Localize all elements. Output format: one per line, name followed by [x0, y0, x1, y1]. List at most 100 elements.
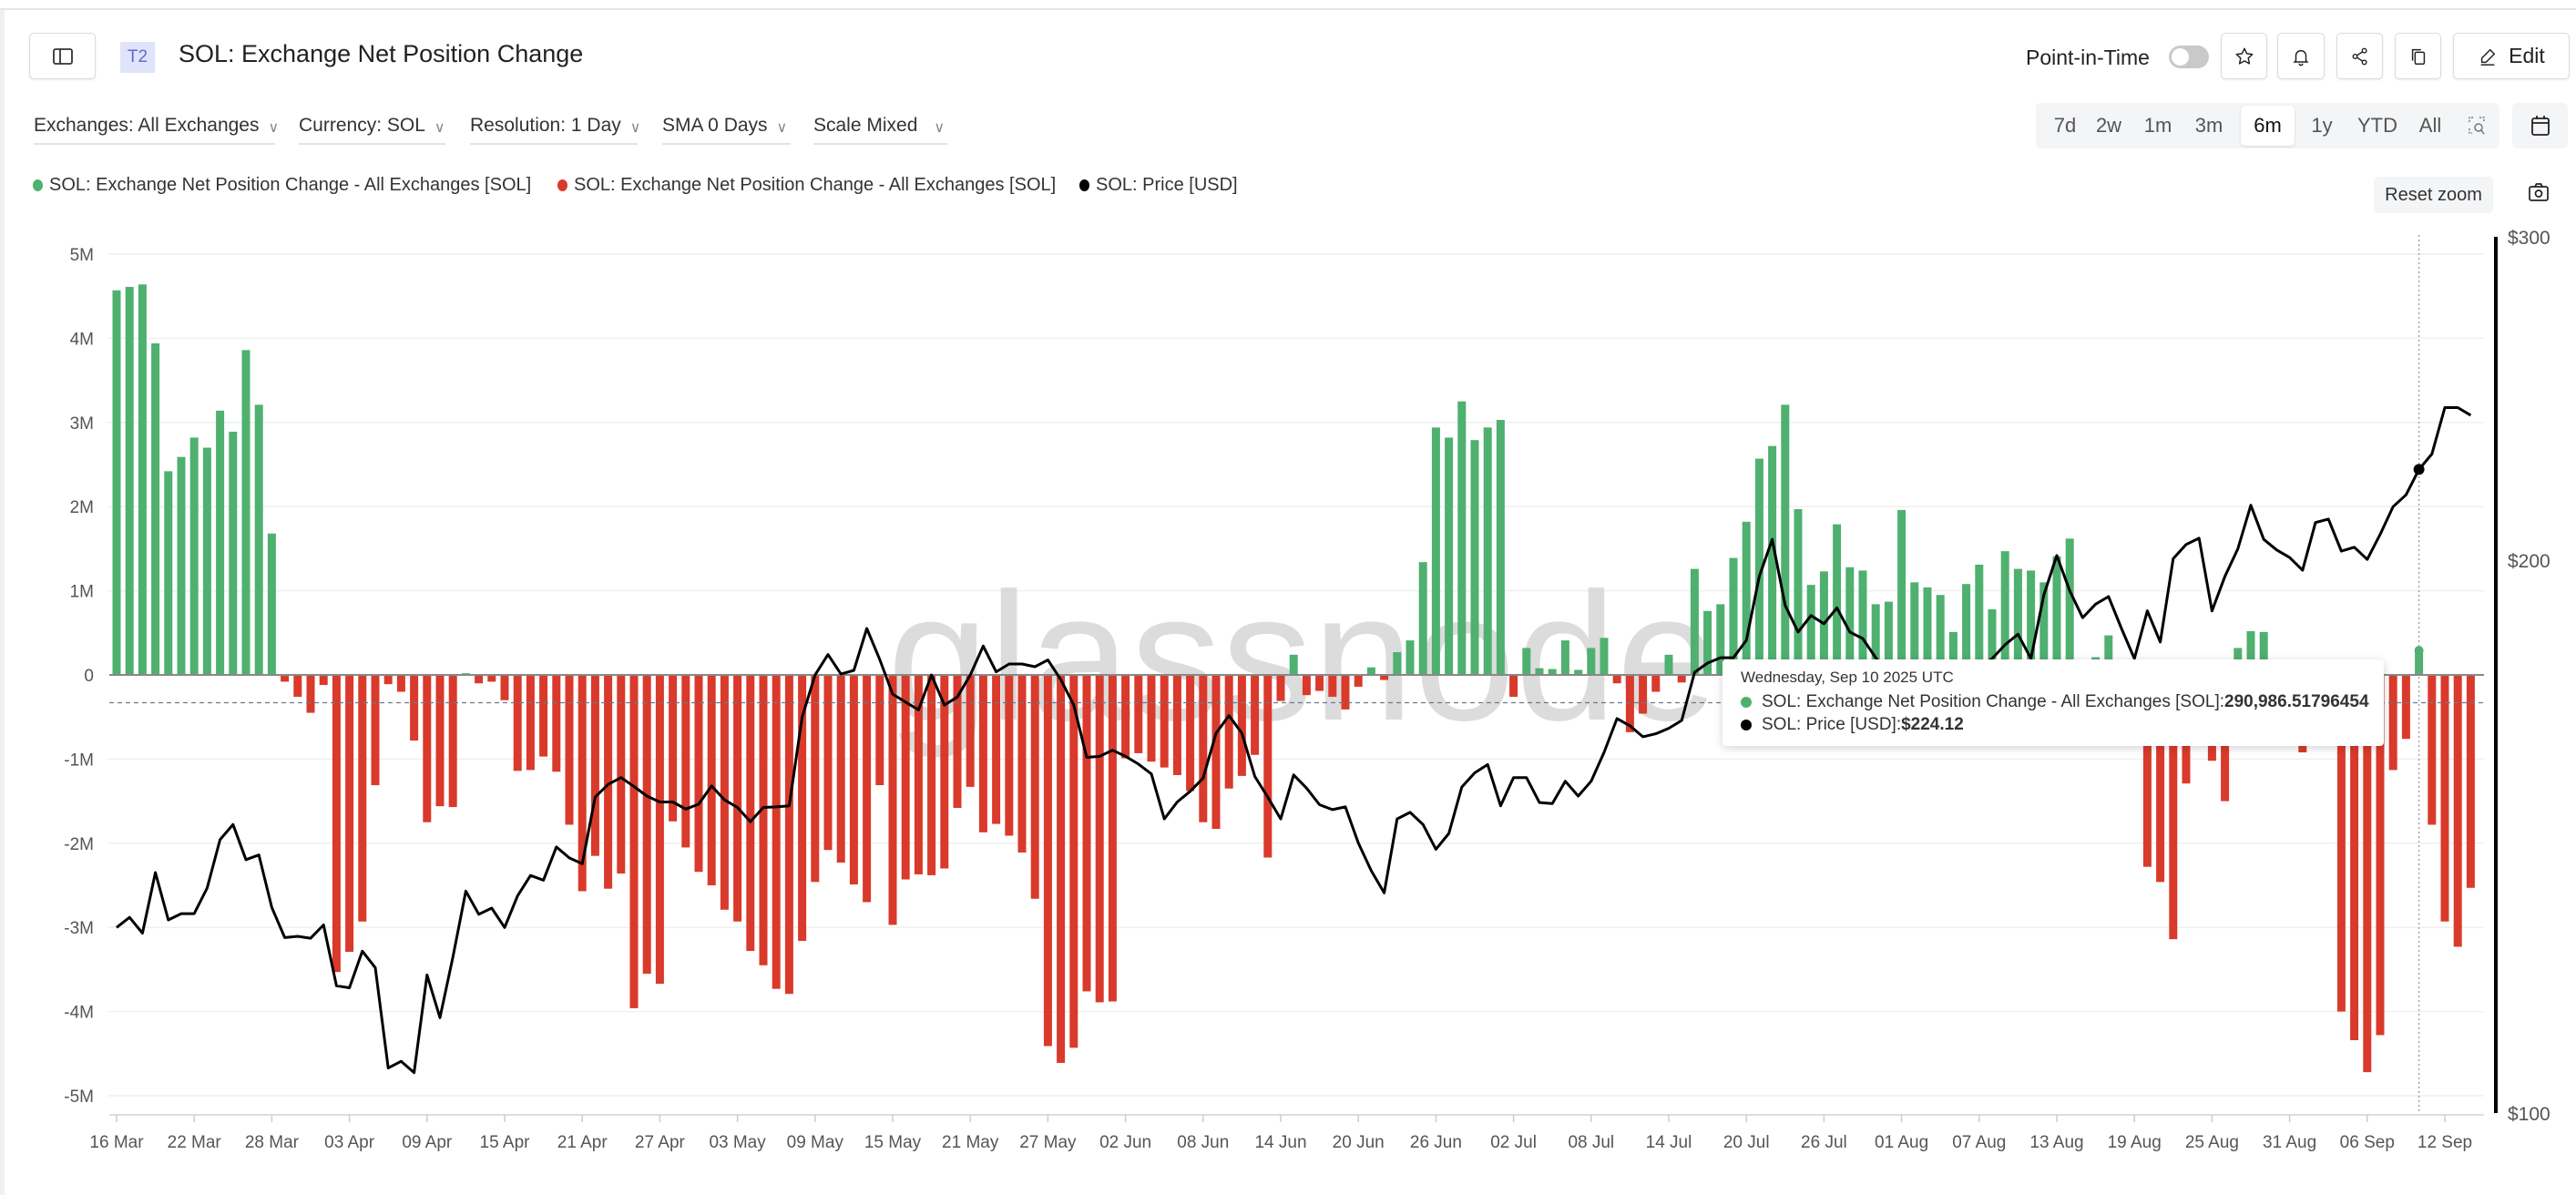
bar-2025-07-07	[1574, 669, 1583, 675]
bar-2025-03-26	[241, 350, 250, 675]
bar-2025-06-29	[1470, 440, 1479, 675]
bar-2025-05-28	[1057, 675, 1066, 1063]
range-3m[interactable]: 3m	[2194, 114, 2223, 137]
bar-2025-06-08	[1199, 675, 1208, 822]
bar-2025-06-28	[1457, 401, 1467, 675]
x-axis-tick-label: 16 Mar	[89, 1133, 144, 1152]
share-button[interactable]	[2336, 33, 2383, 79]
bar-2025-09-09	[2401, 675, 2410, 740]
bar-2025-07-12	[1639, 675, 1648, 714]
bar-2025-04-28	[669, 675, 678, 822]
screenshot-button[interactable]	[2528, 182, 2550, 207]
bar-2025-05-15	[888, 675, 897, 925]
bar-2025-03-23	[202, 447, 211, 675]
legend-dot-black	[1079, 179, 1089, 191]
edit-button[interactable]: Edit	[2453, 33, 2570, 79]
x-axis-tick-label: 14 Jun	[1254, 1133, 1306, 1152]
bar-2025-03-24	[216, 410, 225, 675]
currency-dropdown[interactable]: Currency: SOL ∨	[299, 115, 445, 145]
bar-2025-03-25	[229, 431, 238, 675]
bar-2025-07-30	[1871, 604, 1880, 675]
x-axis-tick-label: 20 Jun	[1333, 1133, 1385, 1152]
bar-2025-08-28	[2246, 630, 2255, 675]
left-axis-tick-label: -2M	[64, 835, 94, 854]
x-axis-tick-label: 26 Jun	[1410, 1133, 1462, 1152]
left-axis-tick-label: 2M	[70, 498, 94, 517]
x-axis-tick-label: 31 Aug	[2263, 1133, 2316, 1152]
bar-2025-06-11	[1237, 675, 1246, 776]
left-axis-tick-label: 3M	[70, 414, 94, 434]
x-axis-tick-label: 08 Jul	[1568, 1133, 1614, 1152]
resolution-dropdown[interactable]: Resolution: 1 Day ∨	[470, 115, 641, 145]
chevron-down-icon: ∨	[629, 120, 641, 136]
bar-2025-08-08	[1988, 608, 1997, 675]
x-axis-tick-label: 12 Sep	[2418, 1133, 2472, 1152]
bar-2025-05-11	[836, 675, 845, 863]
legend-item-price[interactable]: SOL: Price [USD]	[1079, 175, 1238, 196]
resolution-dropdown-label: Resolution: 1 Day	[470, 115, 621, 136]
x-axis-tick-label: 25 Aug	[2185, 1133, 2239, 1152]
exchanges-dropdown[interactable]: Exchanges: All Exchanges ∨	[34, 115, 279, 145]
chevron-down-icon: ∨	[434, 120, 445, 136]
bar-2025-03-20	[164, 471, 173, 675]
star-icon	[2235, 47, 2253, 65]
bar-2025-07-21	[1754, 458, 1763, 675]
right-axis-tick-label: $200	[2508, 551, 2550, 572]
favorite-button[interactable]	[2221, 33, 2267, 79]
bar-2025-07-11	[1625, 675, 1634, 732]
range-1y[interactable]: 1y	[2311, 114, 2333, 137]
zoom-select-button[interactable]	[2460, 103, 2493, 148]
bar-2025-06-16	[1302, 675, 1311, 696]
bar-2025-08-06	[1962, 584, 1971, 675]
legend-item-net-positive[interactable]: SOL: Exchange Net Position Change - All …	[33, 175, 531, 196]
x-axis-tick-label: 22 Mar	[168, 1133, 222, 1152]
range-6m[interactable]: 6m	[2241, 106, 2295, 146]
range-1m[interactable]: 1m	[2143, 114, 2172, 137]
bar-2025-04-07	[396, 675, 405, 692]
scale-dropdown-label: Scale Mixed	[813, 115, 918, 136]
bar-2025-05-08	[798, 675, 807, 941]
bar-2025-07-10	[1612, 675, 1621, 684]
copy-button[interactable]	[2395, 33, 2441, 79]
sidebar-toggle-button[interactable]	[29, 33, 96, 79]
date-picker-button[interactable]	[2512, 103, 2568, 148]
legend-item-net-negative[interactable]: SOL: Exchange Net Position Change - All …	[557, 175, 1056, 196]
tooltip-value: 290,986.51796454	[2224, 692, 2369, 711]
sma-dropdown-label: SMA 0 Days	[662, 115, 768, 136]
x-axis-tick-label: 02 Jul	[1490, 1133, 1537, 1152]
x-axis-tick-label: 09 Apr	[402, 1133, 453, 1152]
share-icon	[2352, 47, 2367, 65]
scale-dropdown[interactable]: Scale Mixed ∨	[813, 115, 947, 145]
sma-dropdown[interactable]: SMA 0 Days ∨	[662, 115, 791, 145]
bar-2025-04-22	[590, 675, 599, 856]
bar-2025-04-17	[526, 675, 535, 771]
bar-2025-06-25	[1418, 562, 1427, 675]
bar-2025-08-09	[2000, 551, 2009, 675]
bar-2025-09-11	[2428, 675, 2437, 825]
range-all[interactable]: All	[2418, 114, 2442, 137]
chevron-down-icon: ∨	[268, 120, 280, 136]
bar-2025-05-25	[1017, 675, 1027, 853]
alert-button[interactable]	[2277, 33, 2325, 79]
range-ytd[interactable]: YTD	[2357, 114, 2397, 137]
bar-2025-06-09	[1211, 675, 1221, 830]
tooltip-row-net-position: SOL: Exchange Net Position Change - All …	[1741, 692, 2369, 712]
bar-2025-07-29	[1858, 570, 1867, 675]
chart-tooltip: Wednesday, Sep 10 2025 UTC SOL: Exchange…	[1722, 659, 2384, 746]
bar-2025-05-22	[978, 675, 987, 832]
bar-2025-06-07	[1186, 675, 1195, 792]
bar-2025-05-04	[746, 675, 755, 952]
camera-icon	[2529, 183, 2549, 201]
bar-2025-07-03	[1522, 648, 1531, 675]
range-7d[interactable]: 7d	[2053, 114, 2077, 137]
range-2w[interactable]: 2w	[2095, 114, 2122, 137]
point-in-time-toggle[interactable]	[2169, 46, 2209, 68]
reset-zoom-button[interactable]: Reset zoom	[2374, 177, 2493, 213]
bar-2025-08-29	[2259, 631, 2268, 675]
bar-2025-07-08	[1587, 648, 1596, 675]
bar-2025-04-02	[332, 675, 341, 973]
legend-label: SOL: Exchange Net Position Change - All …	[574, 175, 1057, 195]
x-axis-tick-label: 08 Jun	[1177, 1133, 1229, 1152]
bar-2025-09-04	[2336, 675, 2346, 1012]
